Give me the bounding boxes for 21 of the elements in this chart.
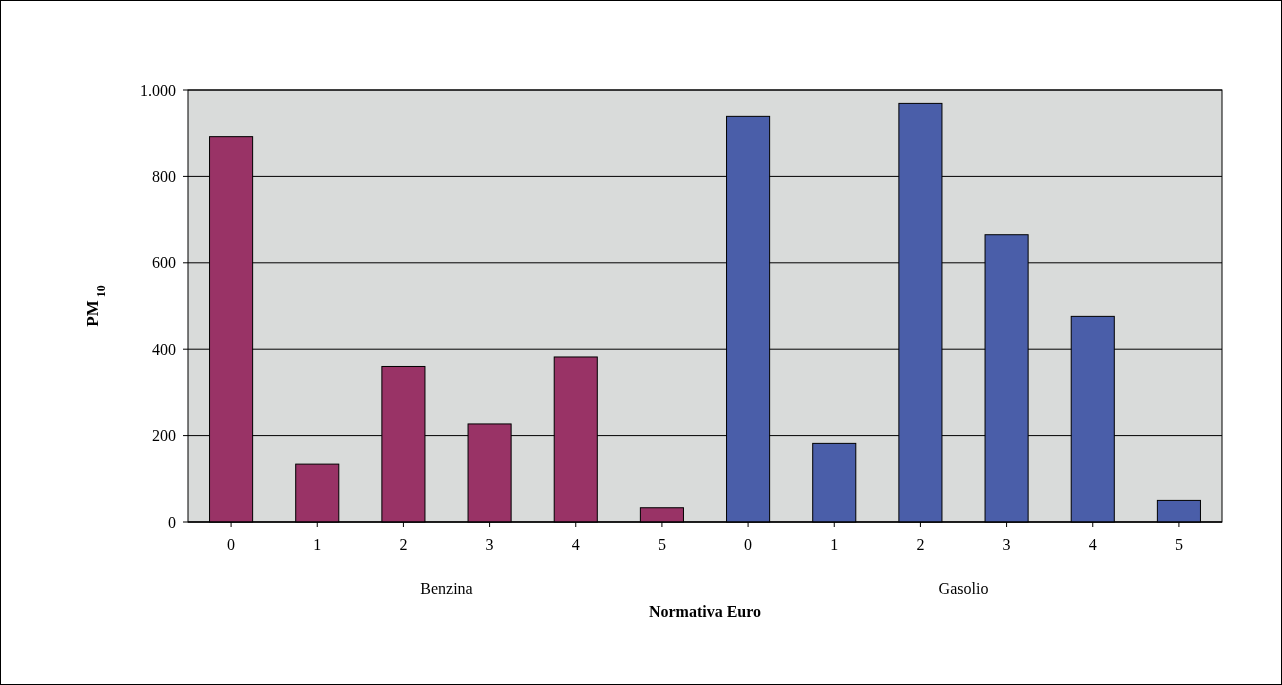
x-tick-label: 5 xyxy=(657,536,666,553)
text: Benzina xyxy=(420,580,473,597)
y-tick-label: 0 xyxy=(168,513,176,531)
y-tick-label: 200 xyxy=(152,427,176,445)
x-tick-label: 4 xyxy=(1088,536,1097,553)
x-tick-label: 2 xyxy=(916,536,925,553)
x-tick-label: 3 xyxy=(1002,536,1011,553)
x-tick-label: 4 xyxy=(571,536,580,553)
y-tick-label: 1.000 xyxy=(140,81,176,99)
x-tick-label: 3 xyxy=(485,536,494,553)
x-tick-label: 1 xyxy=(830,536,839,553)
x-tick-label: 0 xyxy=(744,536,753,553)
x-tick-label: 1 xyxy=(313,536,322,553)
x-tick-label: 2 xyxy=(399,536,408,553)
y-tick-label: 800 xyxy=(152,168,176,185)
y-tick-label: 400 xyxy=(152,340,176,358)
x-tick-label: 0 xyxy=(227,536,236,553)
text: Gasolio xyxy=(938,580,989,597)
x-axis-title: Normativa Euro xyxy=(648,603,762,620)
y-tick-label: 600 xyxy=(152,254,176,272)
x-tick-label: 5 xyxy=(1174,536,1183,553)
